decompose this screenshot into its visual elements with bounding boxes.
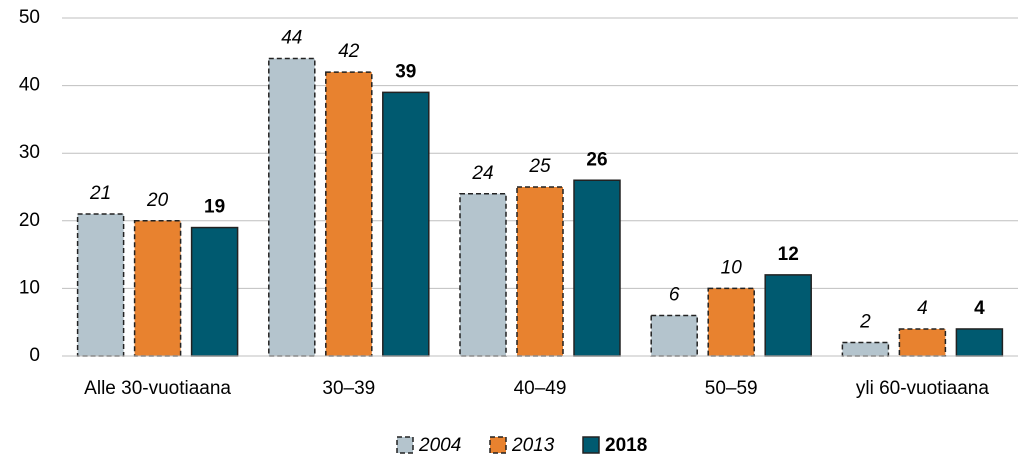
data-label: 4 [917,298,928,319]
bar [459,193,507,357]
y-tick-label: 50 [19,7,40,28]
y-tick-label: 20 [19,210,40,231]
bar [707,287,755,357]
y-tick-label: 0 [29,345,40,366]
x-tick-label: 40–49 [514,378,567,399]
data-label: 2 [859,311,871,332]
data-label: 44 [281,28,302,49]
x-tick-label: yli 60-vuotiaana [856,378,990,399]
bar [325,71,373,357]
legend-label: 2004 [418,435,461,456]
bar [76,213,125,357]
bar [516,186,564,357]
data-label: 20 [146,190,169,211]
bar [764,274,812,357]
data-label: 10 [721,257,743,278]
bar [650,314,698,357]
legend-swatch [489,436,507,454]
data-label: 12 [778,244,799,265]
y-tick-label: 30 [19,142,40,163]
data-label: 19 [204,197,225,218]
y-tick-label: 40 [19,75,40,96]
data-label: 26 [586,149,607,170]
x-tick-label: 30–39 [322,378,375,399]
data-label: 39 [395,61,416,82]
bar [841,341,890,357]
data-label: 21 [89,183,111,204]
bar [955,328,1004,357]
bar [133,220,182,357]
bar [898,328,947,357]
x-tick-label: 50–59 [705,378,758,399]
x-tick-label: Alle 30-vuotiaana [84,378,231,399]
data-label: 6 [669,284,680,305]
bar [573,179,621,357]
legend-swatch [396,436,414,454]
data-label: 25 [528,156,551,177]
data-label: 4 [974,298,985,319]
data-label: 24 [471,163,493,184]
legend-label: 2018 [605,435,647,456]
bar [268,57,316,357]
bar [190,226,239,357]
legend-swatch [582,436,600,454]
bar [382,91,430,357]
data-label: 42 [338,41,360,62]
y-tick-label: 10 [19,277,40,298]
legend-label: 2013 [511,435,555,456]
